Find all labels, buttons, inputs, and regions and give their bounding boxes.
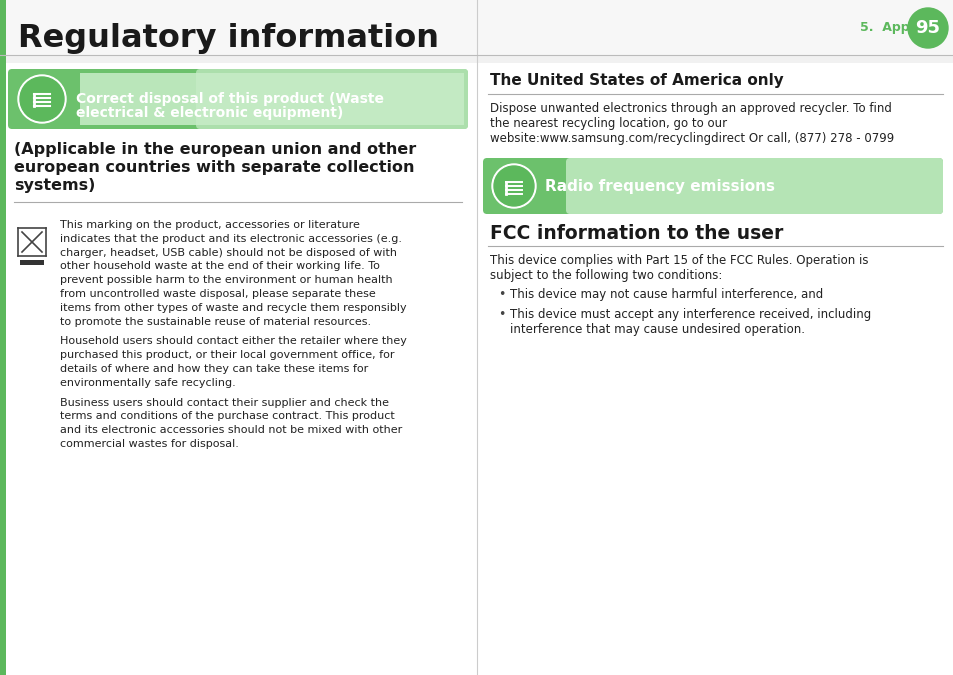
Text: •: •	[497, 308, 505, 321]
Text: interference that may cause undesired operation.: interference that may cause undesired op…	[510, 323, 804, 336]
Text: (Applicable in the european union and other: (Applicable in the european union and ot…	[14, 142, 416, 157]
Text: This device may not cause harmful interference, and: This device may not cause harmful interf…	[510, 288, 822, 301]
Text: items from other types of waste and recycle them responsibly: items from other types of waste and recy…	[60, 303, 406, 313]
Circle shape	[907, 8, 947, 48]
Bar	[0, 55, 953, 63]
Text: commercial wastes for disposal.: commercial wastes for disposal.	[60, 439, 238, 449]
Text: details of where and how they can take these items for: details of where and how they can take t…	[60, 364, 368, 374]
Text: This device must accept any interference received, including: This device must accept any interference…	[510, 308, 870, 321]
FancyBboxPatch shape	[195, 69, 468, 129]
Circle shape	[20, 77, 64, 121]
Text: from uncontrolled waste disposal, please separate these: from uncontrolled waste disposal, please…	[60, 289, 375, 299]
Text: This marking on the product, accessories or literature: This marking on the product, accessories…	[60, 220, 359, 230]
Circle shape	[494, 166, 534, 206]
FancyBboxPatch shape	[565, 158, 942, 214]
Text: european countries with separate collection: european countries with separate collect…	[14, 160, 414, 175]
Text: website:www.samsung.com/recyclingdirect Or call, (877) 278 - 0799: website:www.samsung.com/recyclingdirect …	[490, 132, 893, 145]
Text: the nearest recycling location, go to our: the nearest recycling location, go to ou…	[490, 117, 726, 130]
Text: other household waste at the end of their working life. To: other household waste at the end of thei…	[60, 261, 379, 271]
Text: systems): systems)	[14, 178, 95, 193]
Text: Correct disposal of this product (Waste: Correct disposal of this product (Waste	[76, 92, 384, 106]
Circle shape	[18, 75, 66, 123]
Text: Household users should contact either the retailer where they: Household users should contact either th…	[60, 336, 406, 346]
Text: •: •	[497, 288, 505, 301]
Text: and its electronic accessories should not be mixed with other: and its electronic accessories should no…	[60, 425, 402, 435]
Text: Business users should contact their supplier and check the: Business users should contact their supp…	[60, 398, 389, 408]
Text: Dispose unwanted electronics through an approved recycler. To find: Dispose unwanted electronics through an …	[490, 102, 891, 115]
Text: purchased this product, or their local government office, for: purchased this product, or their local g…	[60, 350, 395, 360]
Text: indicates that the product and its electronic accessories (e.g.: indicates that the product and its elect…	[60, 234, 401, 244]
Bar	[20, 260, 44, 265]
Text: charger, headset, USB cable) should not be disposed of with: charger, headset, USB cable) should not …	[60, 248, 396, 258]
Bar	[0, 0, 6, 675]
Text: 95: 95	[915, 19, 940, 37]
Text: prevent possible harm to the environment or human health: prevent possible harm to the environment…	[60, 275, 393, 286]
Text: Radio frequency emissions: Radio frequency emissions	[544, 178, 774, 194]
Text: The United States of America only: The United States of America only	[490, 73, 783, 88]
Text: environmentally safe recycling.: environmentally safe recycling.	[60, 378, 235, 388]
FancyBboxPatch shape	[8, 69, 468, 129]
Text: Regulatory information: Regulatory information	[18, 22, 438, 53]
Text: FCC information to the user: FCC information to the user	[490, 224, 782, 243]
Text: subject to the following two conditions:: subject to the following two conditions:	[490, 269, 721, 282]
Text: electrical & electronic equipment): electrical & electronic equipment)	[76, 106, 343, 120]
FancyBboxPatch shape	[482, 158, 942, 214]
Circle shape	[492, 164, 536, 208]
Text: This device complies with Part 15 of the FCC Rules. Operation is: This device complies with Part 15 of the…	[490, 254, 867, 267]
Text: to promote the sustainable reuse of material resources.: to promote the sustainable reuse of mate…	[60, 317, 371, 327]
Bar	[80, 73, 463, 125]
Text: 5.  Appendix: 5. Appendix	[859, 22, 947, 34]
Text: terms and conditions of the purchase contract. This product: terms and conditions of the purchase con…	[60, 411, 395, 421]
Bar	[0, 0, 953, 55]
